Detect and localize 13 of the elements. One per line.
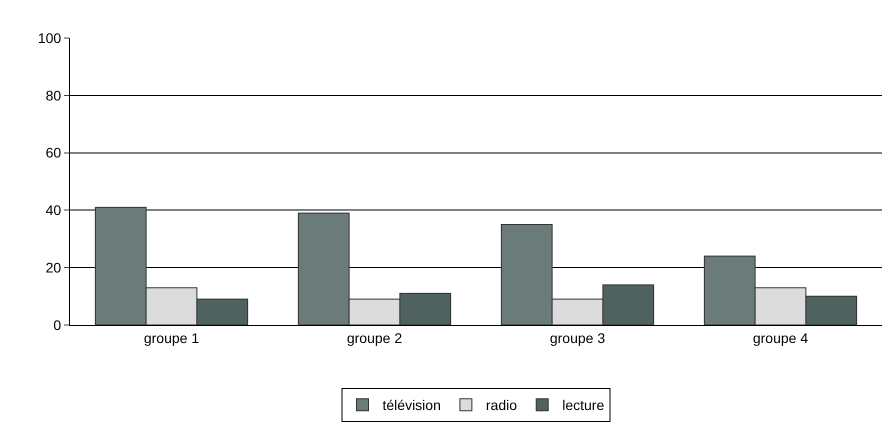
legend-label: lecture	[562, 397, 604, 414]
y-tick-label: 80	[46, 87, 62, 104]
x-tick-label: groupe 1	[144, 330, 200, 346]
y-tick-label: 20	[46, 260, 62, 276]
y-tick-label: 40	[46, 202, 62, 218]
y-tick-label: 100	[38, 30, 62, 46]
x-tick-label: groupe 2	[346, 330, 402, 346]
x-tick-label: groupe 4	[752, 330, 808, 346]
x-tick-label: groupe 3	[550, 330, 606, 346]
y-tick-label: 60	[46, 144, 62, 161]
legend-label: télévision	[382, 397, 441, 414]
legend-label: radio	[486, 397, 518, 414]
y-tick-label: 0	[53, 316, 62, 333]
